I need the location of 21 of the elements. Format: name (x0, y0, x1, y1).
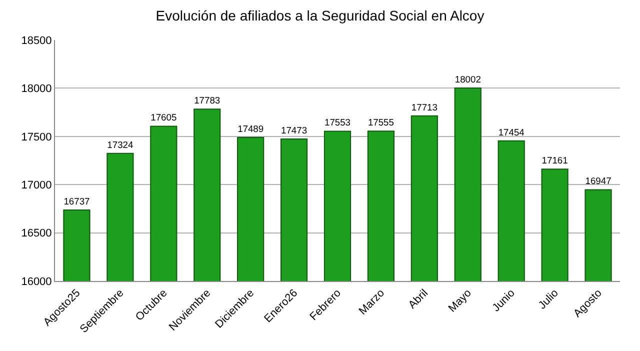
y-tick-label: 17000 (21, 179, 52, 192)
y-tick-label: 16500 (21, 228, 52, 240)
chart-title: Evolución de afiliados a la Seguridad Social en Alcoy (156, 7, 484, 24)
data-label: 17555 (368, 118, 394, 128)
y-tick-label: 18000 (21, 83, 52, 96)
data-label: 17489 (238, 124, 264, 134)
data-label: 16737 (64, 196, 90, 206)
data-label: 16947 (585, 176, 612, 186)
y-tick-label: 18500 (21, 34, 52, 47)
x-tick-label: Julio (536, 287, 561, 312)
data-label: 17473 (281, 125, 308, 136)
data-label: 18002 (454, 74, 481, 84)
data-label: 17713 (411, 102, 438, 112)
data-label: 17553 (324, 118, 351, 128)
data-label: 17783 (194, 96, 220, 106)
y-tick-label: 16000 (21, 276, 52, 288)
data-label: 17324 (107, 140, 134, 150)
data-label: 17161 (542, 156, 568, 166)
y-tick-label: 17500 (21, 131, 52, 144)
data-label: 17605 (150, 112, 177, 123)
data-label: 17454 (498, 127, 524, 138)
